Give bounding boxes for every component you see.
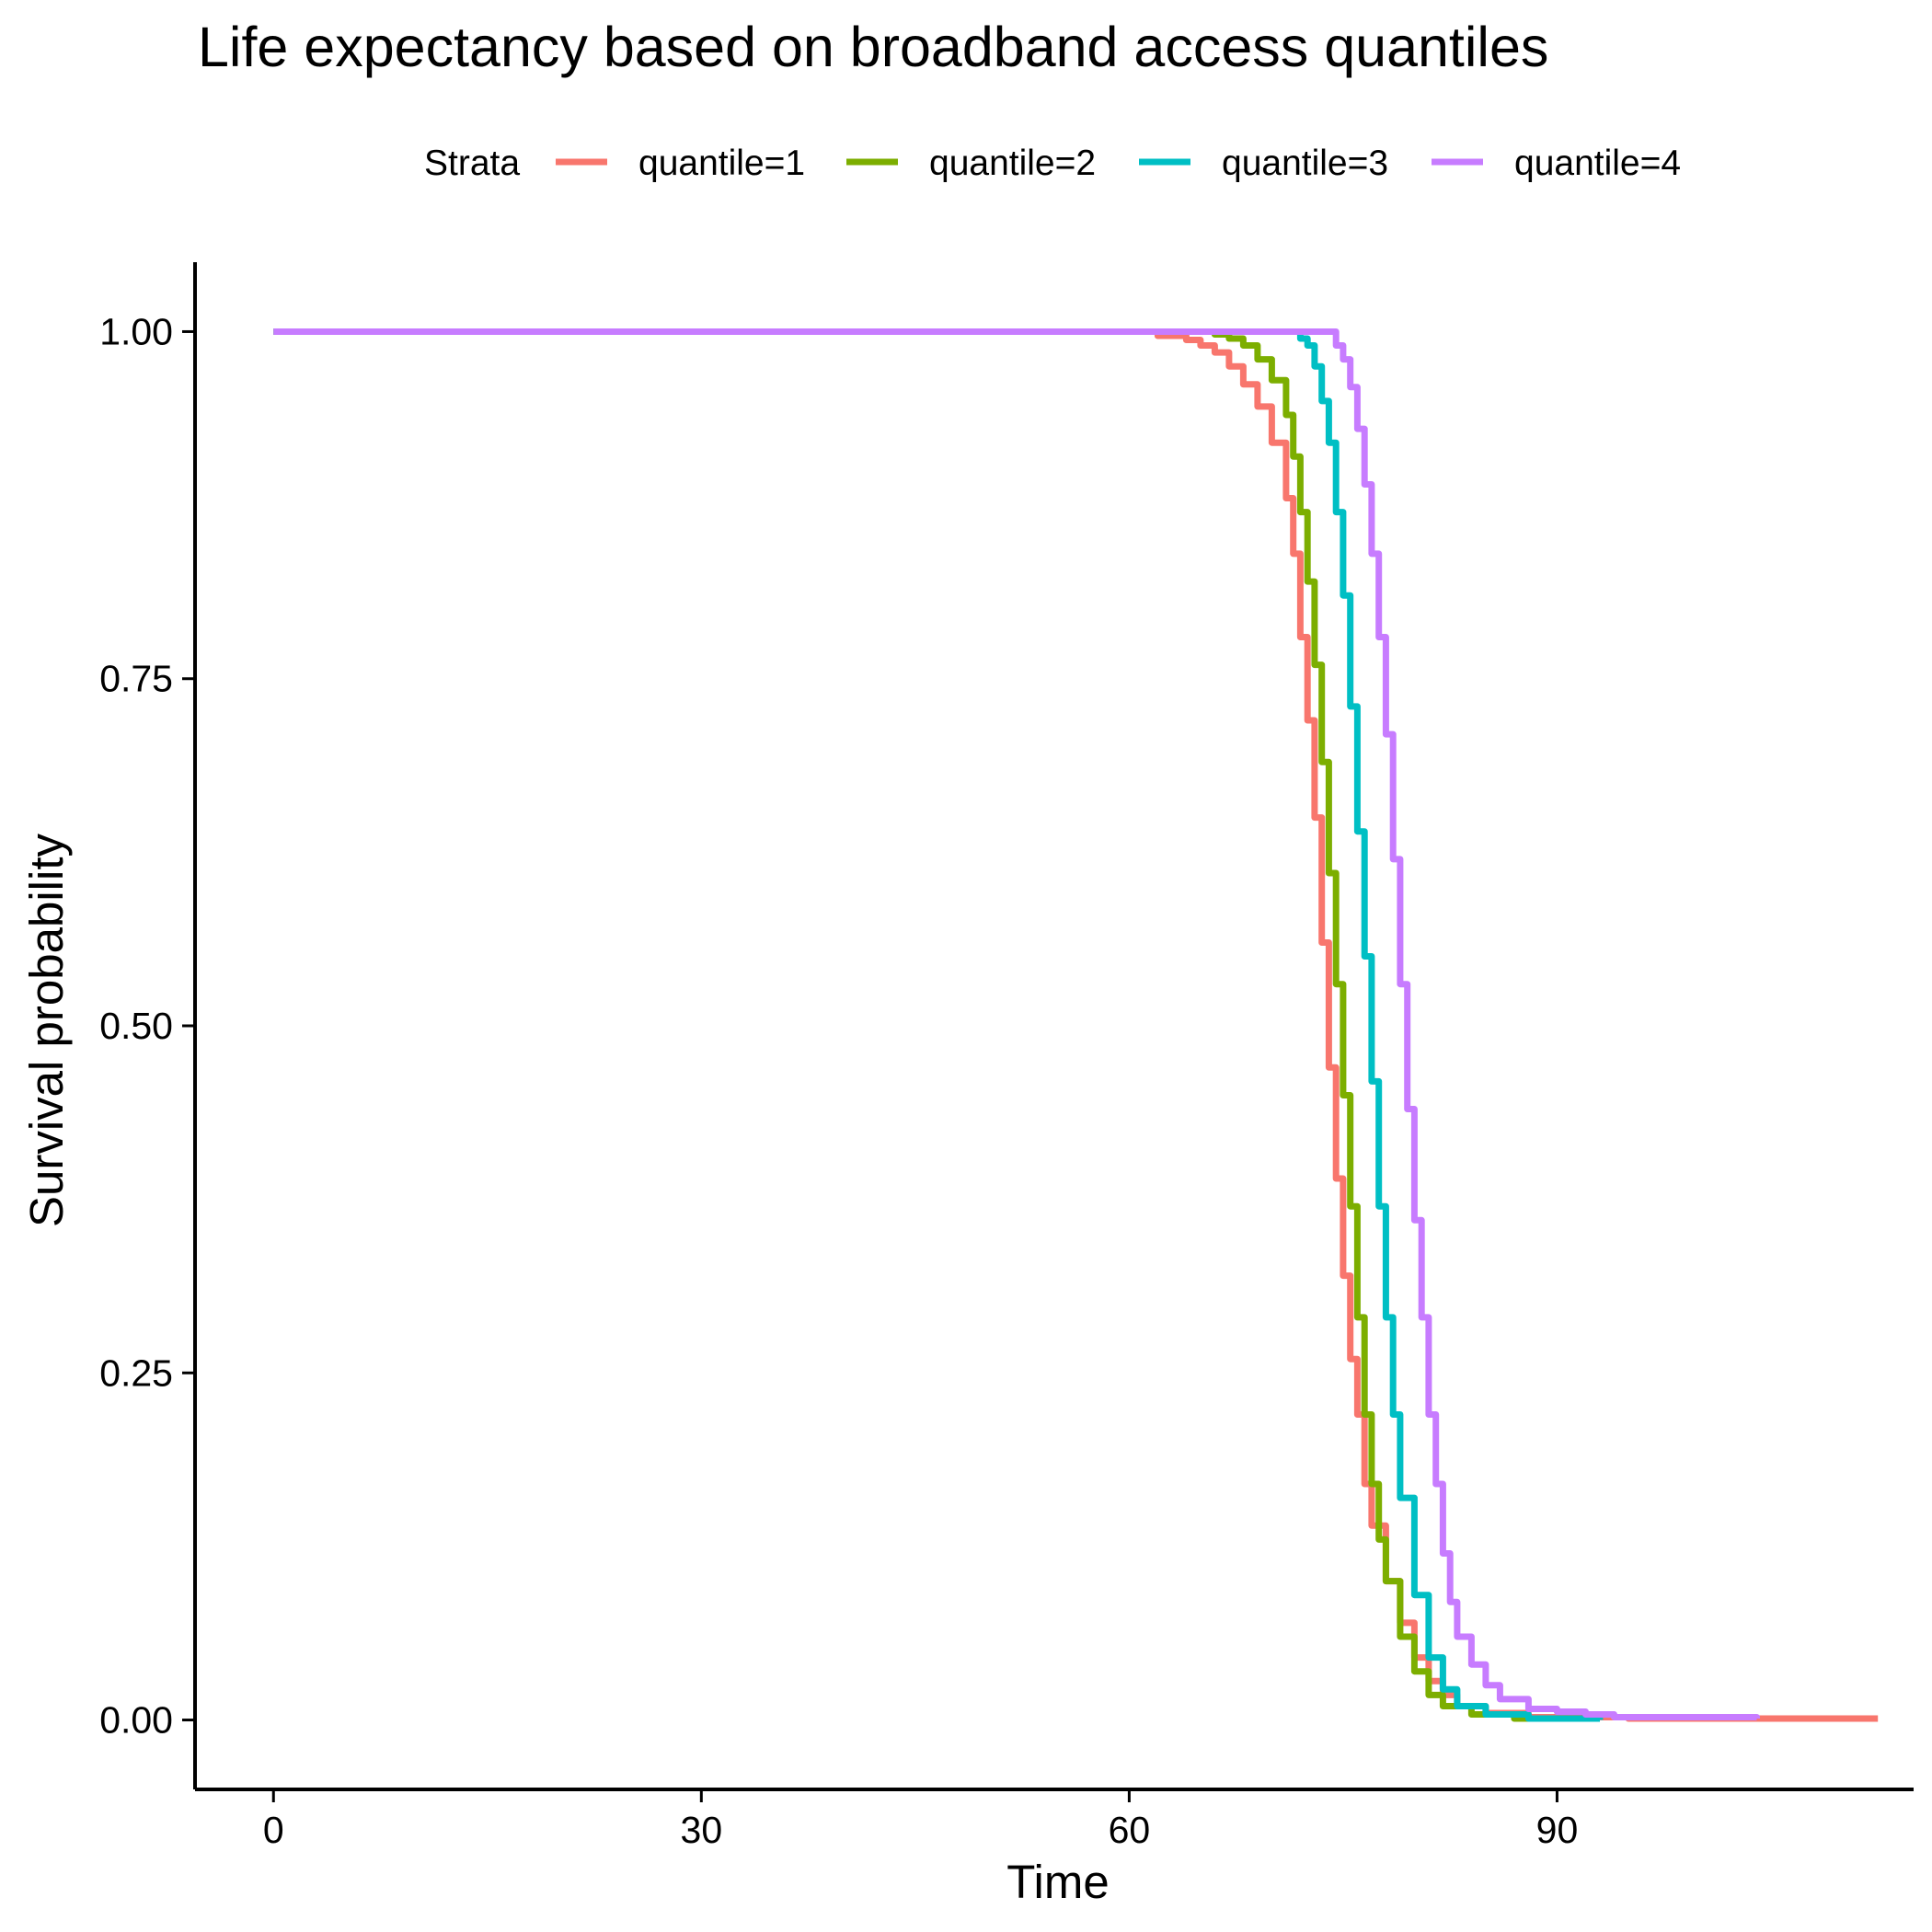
- chart-title: Life expectancy based on broadband acces…: [198, 16, 1548, 78]
- y-tick-label: 0.50: [99, 1005, 173, 1047]
- y-tick-label: 0.75: [99, 658, 173, 700]
- legend-label-quantile-2: quantile=2: [929, 144, 1096, 183]
- legend-label-quantile-1: quantile=1: [638, 144, 805, 183]
- y-tick-label: 0.00: [99, 1699, 173, 1742]
- axes: 0 30 60 90 0.00 0.25 0.50 0.75 1.00: [99, 262, 1914, 1851]
- x-tick-label: 60: [1109, 1809, 1151, 1851]
- y-axis-title: Survival probability: [20, 833, 73, 1227]
- x-axis-title: Time: [1006, 1856, 1109, 1908]
- x-tick-label: 0: [263, 1809, 284, 1851]
- y-tick-label: 1.00: [99, 310, 173, 352]
- x-tick-label: 30: [681, 1809, 723, 1851]
- curves: [273, 328, 1879, 1722]
- y-tick-label: 0.25: [99, 1351, 173, 1394]
- series-line-quantile-4: [273, 328, 1760, 1720]
- x-tick-label: 90: [1536, 1809, 1579, 1851]
- legend-label-quantile-4: quantile=4: [1514, 144, 1681, 183]
- legend-title: Strata: [424, 144, 520, 183]
- legend: Strata quantile=1 quantile=2 quantile=3 qua…: [424, 144, 1681, 183]
- series-line-quantile-1: [273, 328, 1879, 1722]
- series-line-quantile-3: [273, 328, 1604, 1722]
- legend-label-quantile-3: quantile=3: [1222, 144, 1388, 183]
- series-line-quantile-2: [273, 328, 1589, 1722]
